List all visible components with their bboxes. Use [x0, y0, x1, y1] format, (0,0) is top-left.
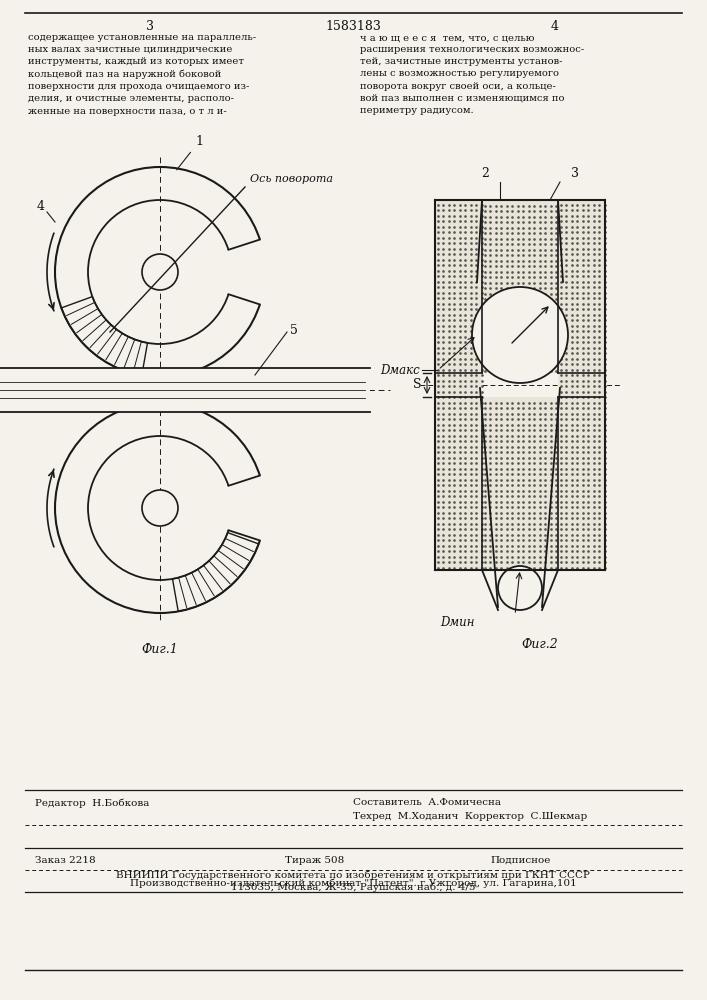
Text: Редактор  Н.Бобкова: Редактор Н.Бобкова: [35, 798, 149, 808]
Text: S: S: [414, 378, 422, 391]
Bar: [482, 397, 558, 570]
Bar: [0, 368, 370, 412]
Text: 3: 3: [571, 167, 579, 180]
Text: Производственно-издательский комбинат "Патент". г.Ужгород, ул. Гагарина,101: Производственно-издательский комбинат "П…: [129, 878, 576, 888]
Text: 1583183: 1583183: [325, 20, 381, 33]
Text: Заказ 2218: Заказ 2218: [35, 856, 95, 865]
Text: Фиг.2: Фиг.2: [522, 638, 559, 651]
Text: ч а ю щ е е с я  тем, что, с целью
расширения технологических возможнос-
тей, за: ч а ю щ е е с я тем, что, с целью расшир…: [360, 33, 584, 115]
Text: содержащее установленные на параллель-
ных валах зачистные цилиндрические
инстру: содержащее установленные на параллель- н…: [28, 33, 256, 116]
Circle shape: [142, 490, 178, 526]
Text: 113035, Москва, Ж-35, Раушская наб., д. 4/5: 113035, Москва, Ж-35, Раушская наб., д. …: [230, 883, 475, 892]
Text: 2: 2: [481, 167, 489, 180]
Text: 4: 4: [551, 20, 559, 33]
Text: 5: 5: [290, 324, 298, 336]
Text: 3: 3: [146, 20, 154, 33]
Circle shape: [472, 287, 568, 383]
Bar: [482, 200, 558, 373]
Text: Dмин: Dмин: [440, 616, 474, 630]
Wedge shape: [160, 474, 270, 542]
Text: Подписное: Подписное: [490, 856, 550, 865]
Text: ВНИИПИ Государственного комитета по изобретениям и открытиям при ГКНТ СССР: ВНИИПИ Государственного комитета по изоб…: [116, 870, 590, 880]
Bar: [435, 200, 482, 570]
Bar: [558, 200, 605, 570]
Circle shape: [142, 254, 178, 290]
Text: Тираж 508: Тираж 508: [285, 856, 344, 865]
Text: 4: 4: [37, 200, 45, 214]
Text: Ось поворота: Ось поворота: [250, 174, 333, 184]
Text: Техред  М.Ходанич  Корректор  С.Шекмар: Техред М.Ходанич Корректор С.Шекмар: [353, 812, 588, 821]
Text: Dмакс: Dмакс: [380, 363, 420, 376]
Text: Составитель  А.Фомичесна: Составитель А.Фомичесна: [353, 798, 501, 807]
Circle shape: [498, 566, 542, 610]
Wedge shape: [160, 238, 270, 306]
Text: Фиг.1: Фиг.1: [141, 643, 178, 656]
Text: 1: 1: [177, 135, 203, 170]
